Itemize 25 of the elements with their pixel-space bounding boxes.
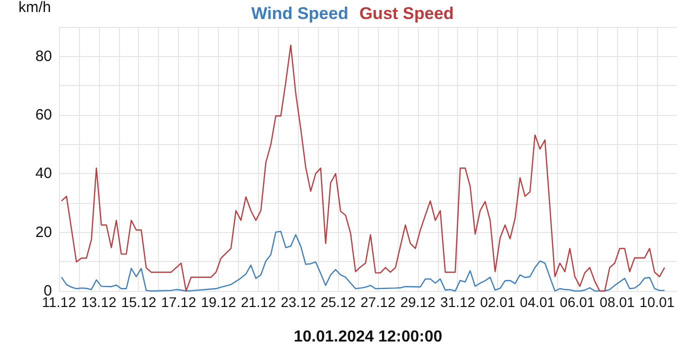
x-tick-label: 29.12	[400, 294, 436, 310]
x-tick-label: 23.12	[280, 294, 316, 310]
y-tick-label: 40	[35, 165, 52, 182]
x-tick-label: 08.01	[600, 294, 635, 310]
x-tick-label: 02.01	[480, 294, 516, 310]
line-series	[60, 44, 666, 292]
y-tick-label: 20	[35, 224, 52, 241]
x-tick-label: 13.12	[81, 294, 117, 310]
x-tick-label: 10.01	[640, 294, 675, 310]
x-tick-label: 19.12	[200, 294, 236, 310]
x-tick-label: 31.12	[440, 294, 476, 310]
x-tick-label: 21.12	[240, 294, 276, 310]
y-tick-label: 80	[35, 48, 52, 65]
text: Wind Speed	[251, 4, 348, 23]
x-tick-label: 17.12	[161, 294, 196, 310]
text: Gust Speed	[359, 4, 454, 23]
x-tick-label: 27.12	[360, 294, 396, 310]
x-tick-label: 15.12	[121, 294, 156, 310]
y-tick-label: 60	[35, 106, 52, 124]
line-series	[60, 230, 666, 292]
x-tick-label: 25.12	[320, 294, 356, 310]
x-tick-label: 06.01	[560, 294, 596, 310]
y-axis-title: km/h	[18, 0, 51, 16]
x-tick-label: 04.01	[520, 294, 556, 310]
x-axis-title: 10.01.2024 12:00:00	[294, 328, 442, 346]
